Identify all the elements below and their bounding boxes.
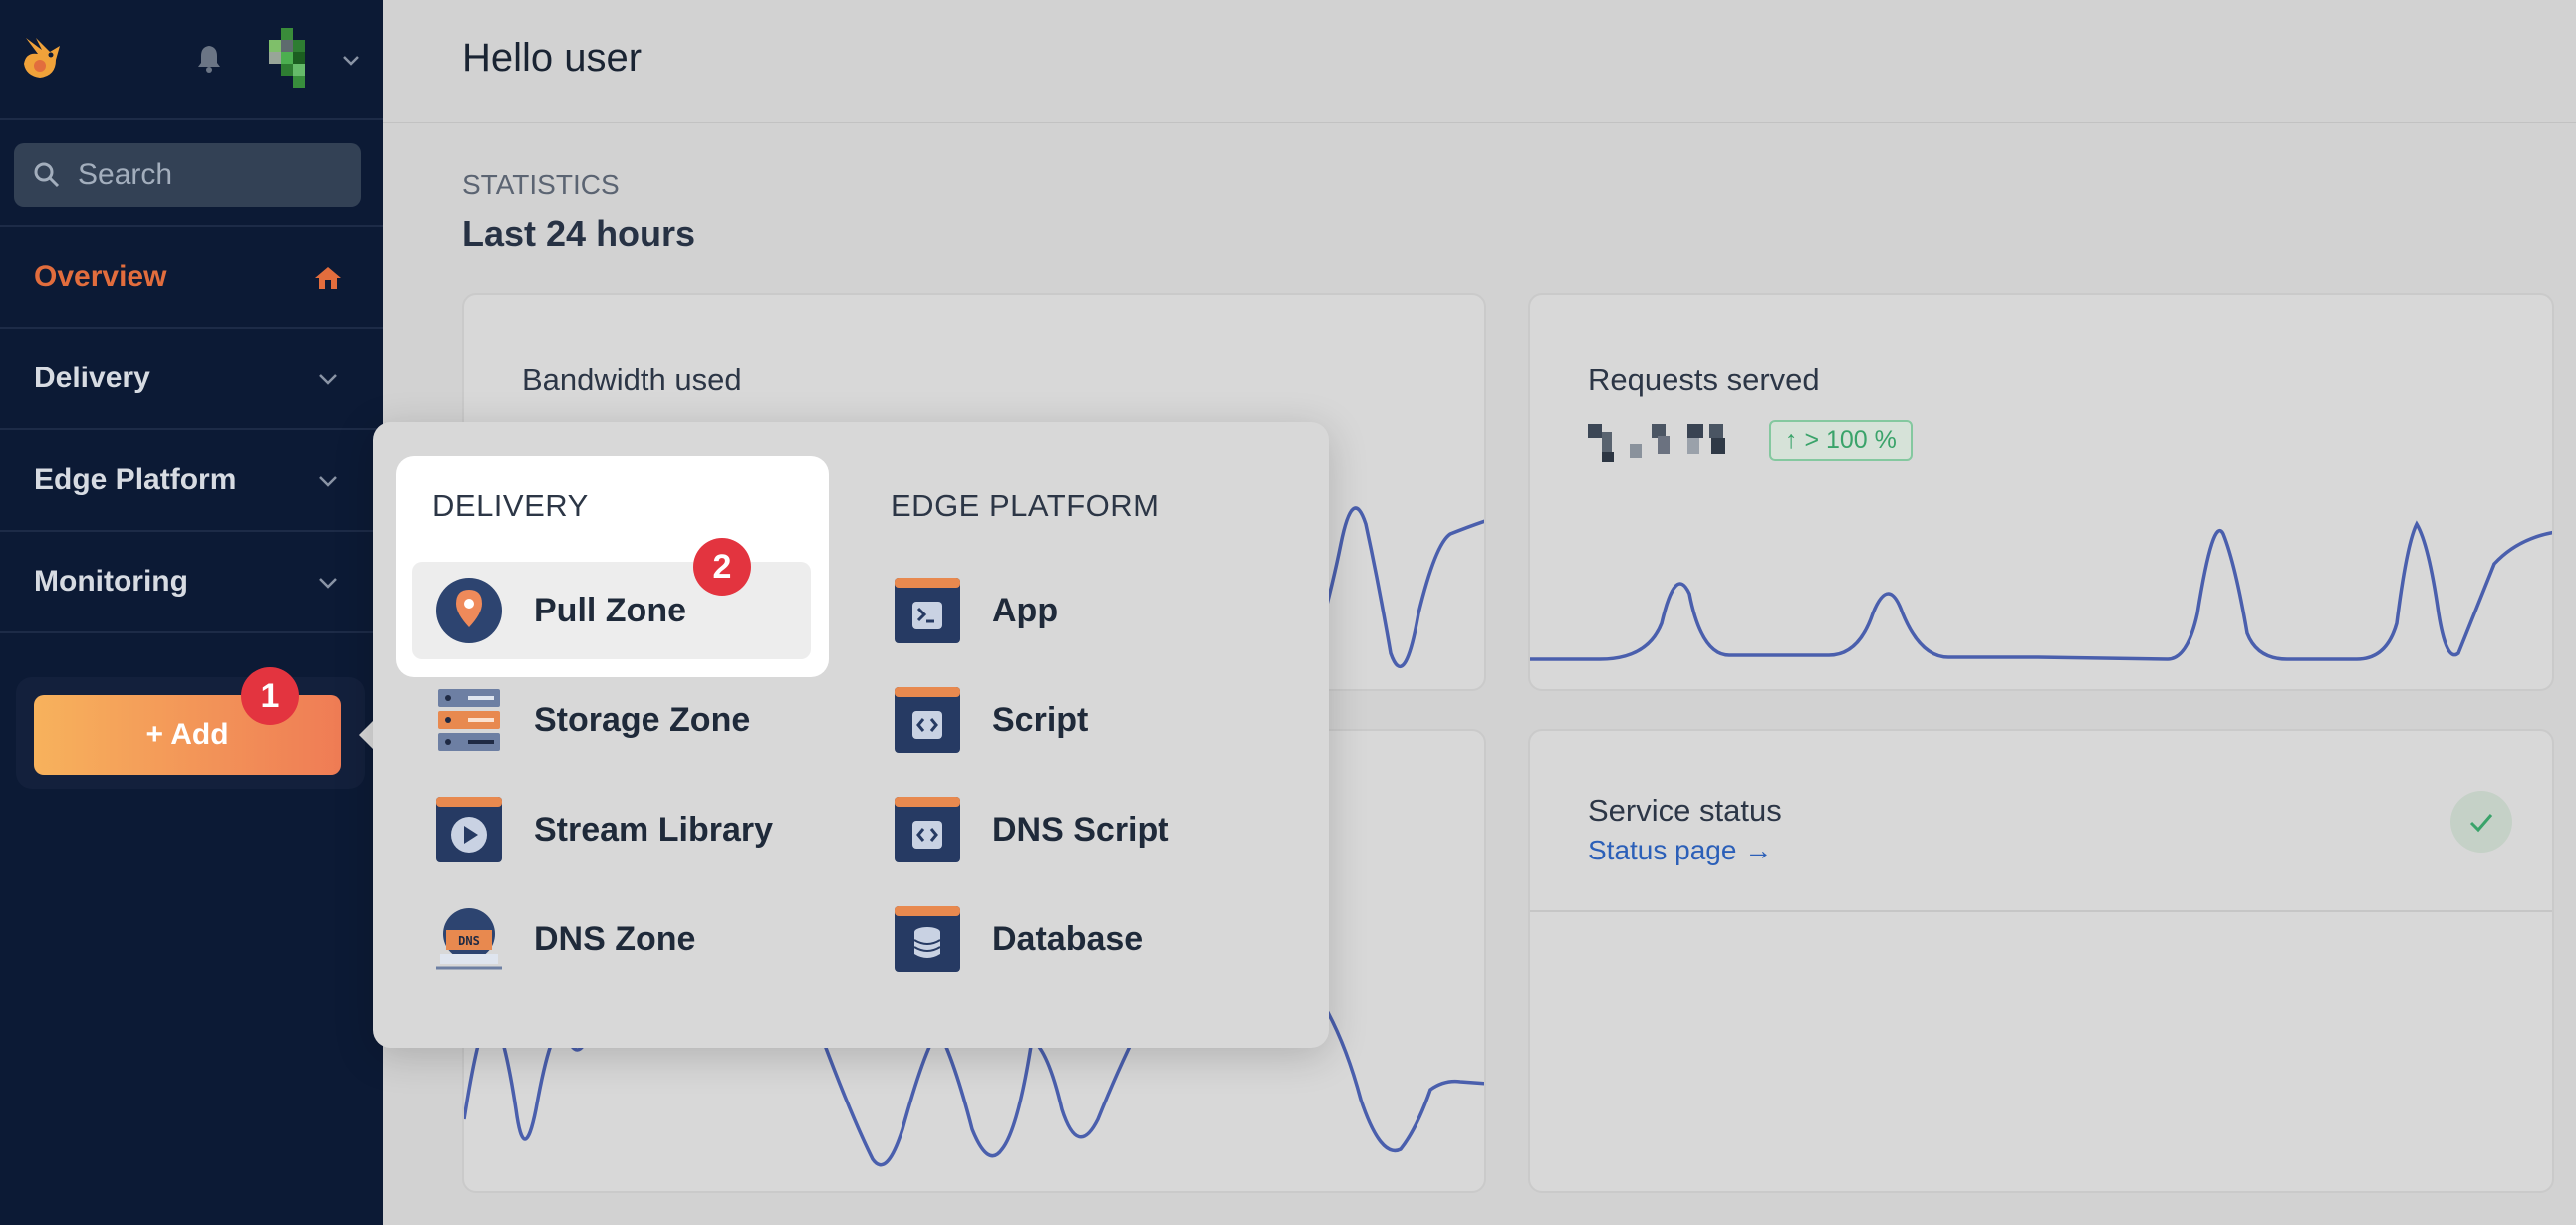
code-window-icon <box>895 797 960 862</box>
video-window-icon <box>436 797 502 862</box>
dns-icon: DNS <box>436 908 502 970</box>
menu-item-dns-script[interactable]: DNS Script <box>871 781 1269 878</box>
menu-item-script[interactable]: Script <box>871 671 1269 769</box>
sidebar-item-label: Edge Platform <box>34 463 237 496</box>
sidebar: Search Overview Delivery Edge Platform M… <box>0 0 383 1225</box>
menu-item-label: DNS Zone <box>534 919 696 958</box>
sidebar-item-edge-platform[interactable]: Edge Platform <box>0 430 383 532</box>
terminal-window-icon <box>895 578 960 643</box>
search-input[interactable]: Search <box>14 143 361 207</box>
menu-item-label: App <box>992 591 1059 629</box>
step-badge-1: 1 <box>241 667 299 725</box>
bandwidth-sparkline <box>1309 506 1484 668</box>
requests-sparkline <box>1530 520 2552 661</box>
menu-item-app[interactable]: App <box>871 562 1269 659</box>
menu-item-database[interactable]: Database <box>871 890 1269 988</box>
search-placeholder: Search <box>78 158 173 191</box>
page-title: Hello user <box>462 36 643 80</box>
menu-item-storage-zone[interactable]: Storage Zone <box>412 671 811 769</box>
menu-caret <box>359 721 373 749</box>
sidebar-item-label: Monitoring <box>34 565 188 598</box>
menu-item-pull-zone[interactable]: Pull Zone <box>412 562 811 659</box>
menu-item-label: Pull Zone <box>534 591 686 629</box>
menu-item-dns-zone[interactable]: DNS DNS Zone <box>412 890 811 988</box>
sidebar-item-monitoring[interactable]: Monitoring <box>0 532 383 633</box>
svg-text:DNS: DNS <box>458 934 480 948</box>
sidebar-item-delivery[interactable]: Delivery <box>0 329 383 430</box>
map-pin-icon <box>436 578 502 643</box>
requests-card: Requests served ↑ > 100 % <box>1528 293 2554 691</box>
requests-value-redacted <box>1588 424 1725 462</box>
account-chevron-down-icon[interactable] <box>339 48 363 72</box>
sidebar-header <box>0 0 383 120</box>
sidebar-item-overview[interactable]: Overview <box>0 227 383 329</box>
code-window-icon <box>895 687 960 753</box>
bandwidth-label: Bandwidth used <box>522 363 742 397</box>
requests-label: Requests served <box>1588 363 1820 397</box>
notifications-bell-icon[interactable] <box>193 42 225 74</box>
chevron-down-icon <box>319 374 337 385</box>
menu-item-label: Stream Library <box>534 810 773 849</box>
requests-trend-badge: ↑ > 100 % <box>1769 420 1913 461</box>
statistics-label: STATISTICS <box>462 169 620 200</box>
search-section: Search <box>0 120 383 227</box>
menu-item-label: Script <box>992 700 1089 739</box>
menu-item-label: DNS Script <box>992 810 1169 849</box>
menu-item-label: Database <box>992 919 1144 958</box>
step-badge-2: 2 <box>693 538 751 596</box>
delivery-section-title: DELIVERY <box>432 488 589 523</box>
statistics-period: Last 24 hours <box>462 213 696 254</box>
home-icon <box>315 267 341 289</box>
chevron-down-icon <box>319 476 337 487</box>
divider <box>1530 910 2552 912</box>
sidebar-item-label: Overview <box>34 260 167 293</box>
database-window-icon <box>895 906 960 972</box>
edge-platform-section-title: EDGE PLATFORM <box>891 488 1159 523</box>
menu-item-label: Storage Zone <box>534 700 751 739</box>
service-status-card: Service status Status page → <box>1528 729 2554 1193</box>
server-stack-icon <box>438 689 500 751</box>
menu-item-stream-library[interactable]: Stream Library <box>412 781 811 878</box>
avatar[interactable] <box>269 28 317 88</box>
chevron-down-icon <box>319 578 337 589</box>
service-status-label: Service status <box>1588 793 1782 828</box>
logo-icon[interactable] <box>16 30 72 86</box>
search-icon <box>34 162 60 188</box>
sidebar-item-label: Delivery <box>34 362 150 394</box>
status-ok-icon <box>2450 791 2512 853</box>
page-header: Hello user <box>383 0 2576 123</box>
status-page-link[interactable]: Status page → <box>1588 835 1773 865</box>
